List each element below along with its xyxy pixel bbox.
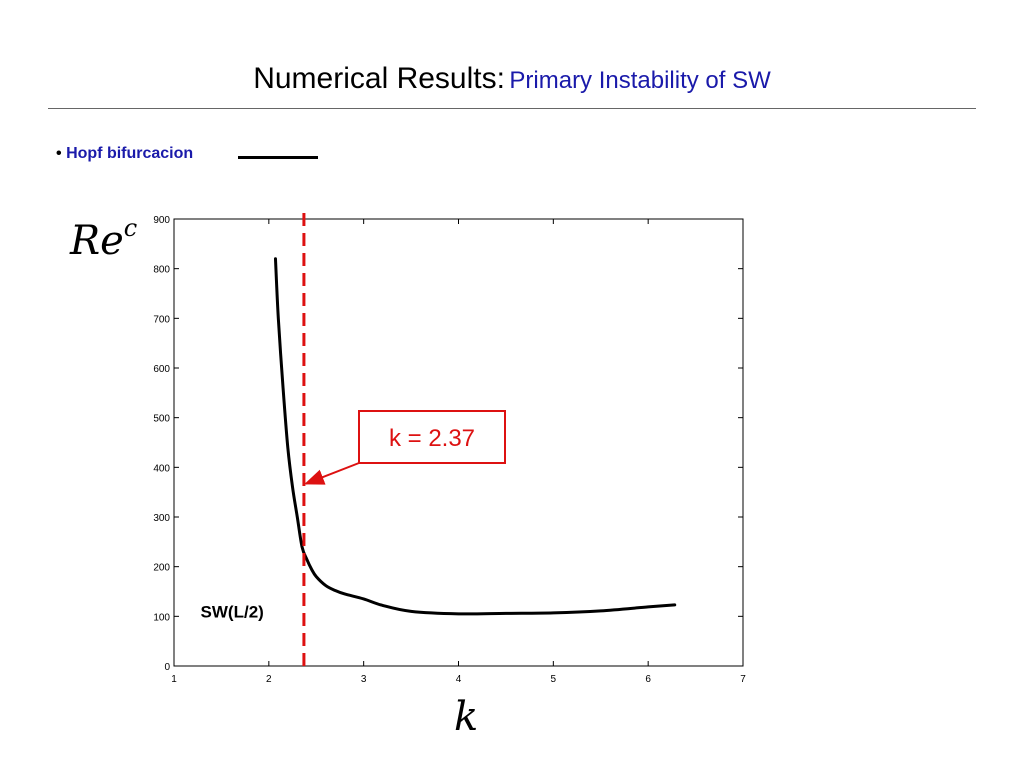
title-sub: Primary Instability of SW [509,67,771,94]
bullet-text: Hopf bifurcacion [66,145,194,162]
series-label-sw-l2: SW(L/2) [201,602,264,621]
y-tick-label: 300 [153,513,170,524]
bullet-item: • Hopf bifurcacion [56,145,193,163]
y-axis-label: Rec [70,214,137,264]
annotation-box [358,410,506,464]
y-axis-label-main: Re [70,218,124,264]
y-tick-label: 600 [153,364,170,375]
x-tick-label: 6 [645,674,651,685]
slide-title: Numerical Results: Primary Instability o… [0,62,1024,96]
x-tick-label: 4 [456,674,462,685]
title-main: Numerical Results: [253,62,505,95]
series-line-sw-l2 [273,257,677,616]
x-tick-label: 1 [171,674,177,685]
y-tick-label: 200 [153,563,170,574]
y-axis-label-superscript: c [123,214,138,242]
x-tick-label: 5 [551,674,557,685]
y-tick-label: 400 [153,463,170,474]
x-tick-label: 3 [361,674,367,685]
annotation-label: k = 2.37 [389,425,475,452]
x-tick-label: 7 [740,674,746,685]
title-divider [48,108,976,109]
annotation-arrow [304,462,360,485]
y-tick-label: 500 [153,414,170,425]
bullet-marker: • [56,145,62,162]
legend-line-sample [238,156,318,159]
x-axis-label: k [454,694,479,740]
x-tick-label: 2 [266,674,272,685]
y-tick-label: 800 [153,265,170,276]
y-tick-label: 100 [153,612,170,623]
y-tick-label: 0 [164,662,170,673]
y-tick-label: 900 [153,215,170,226]
y-tick-label: 700 [153,314,170,325]
